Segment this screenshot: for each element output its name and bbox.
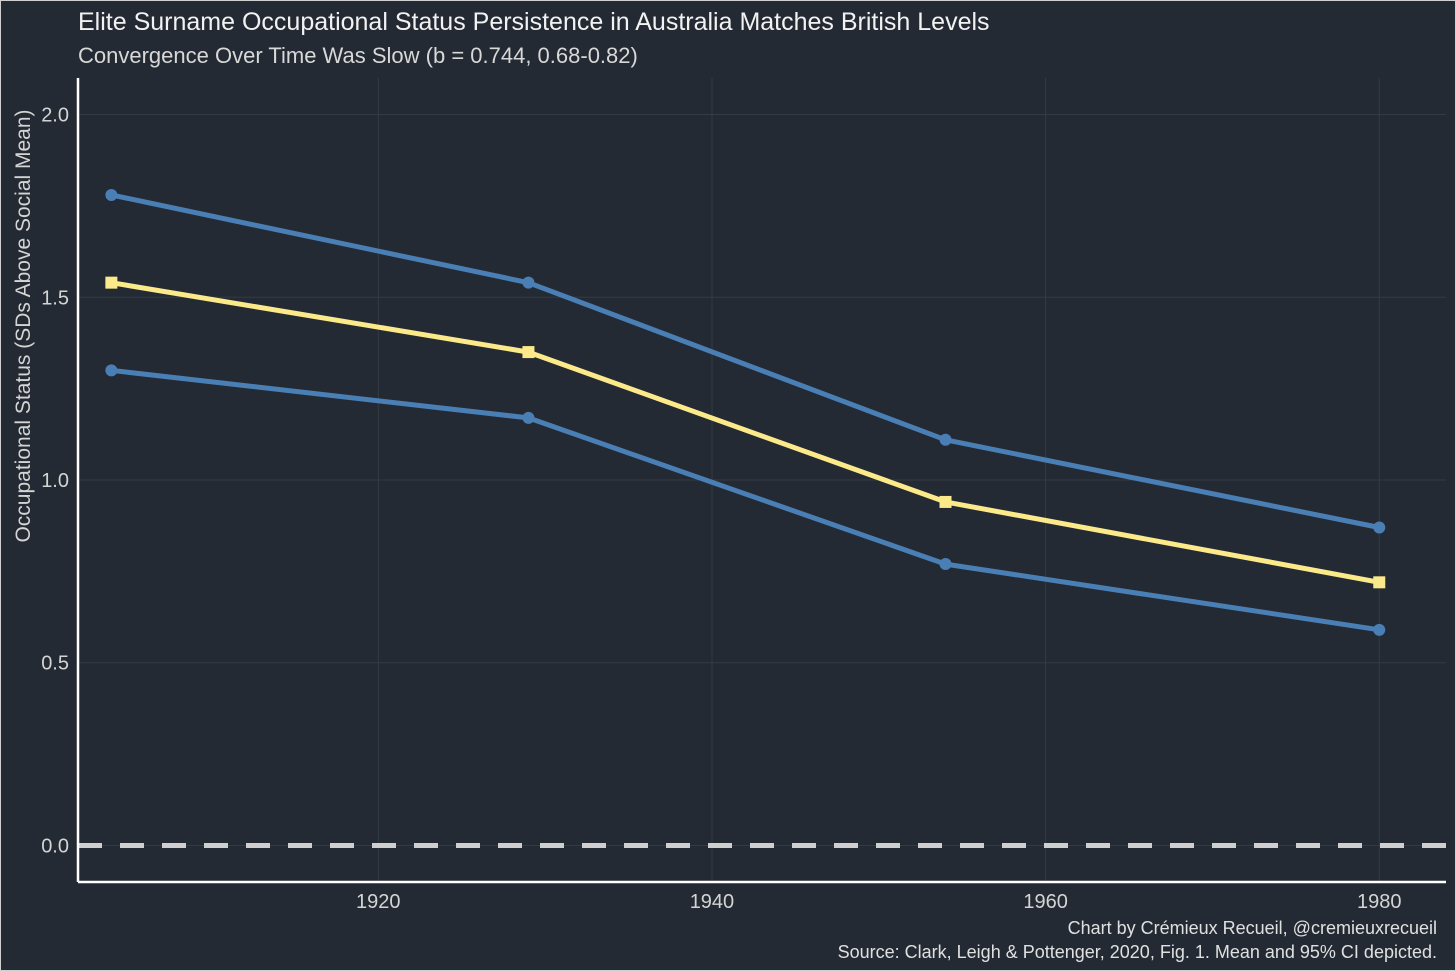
caption-source: Source: Clark, Leigh & Pottenger, 2020, … xyxy=(838,942,1437,962)
chart-subtitle: Convergence Over Time Was Slow (b = 0.74… xyxy=(78,43,638,68)
x-tick-label: 1960 xyxy=(1023,891,1068,913)
data-point-lower-95-ci xyxy=(105,364,118,377)
x-tick-label: 1920 xyxy=(356,891,401,913)
y-tick-label: 1.5 xyxy=(41,287,69,309)
data-point-lower-95-ci xyxy=(522,411,535,424)
y-tick-label: 2.0 xyxy=(41,105,69,127)
y-axis-label: Occupational Status (SDs Above Social Me… xyxy=(12,109,35,542)
series-line-lower-95-ci xyxy=(111,367,1380,633)
y-tick-label: 0.0 xyxy=(41,835,69,857)
grid xyxy=(78,78,1446,882)
data-point-upper-95-ci xyxy=(105,188,118,201)
caption-credit: Chart by Crémieux Recueil, @cremieuxrecu… xyxy=(1068,918,1437,938)
series-line-mean xyxy=(110,280,1380,585)
data-point-mean xyxy=(1373,576,1386,589)
data-point-upper-95-ci xyxy=(522,276,535,289)
chart-title: Elite Surname Occupational Status Persis… xyxy=(78,8,990,36)
data-point-mean xyxy=(105,276,118,289)
tick-labels: 0.0 0.5 1.0 1.5 2.0 1920 1940 1960 1980 xyxy=(41,105,1401,913)
y-tick-label: 0.5 xyxy=(41,653,69,675)
data-point-upper-95-ci xyxy=(1373,521,1386,534)
data-point-mean xyxy=(939,495,952,508)
data-point-lower-95-ci xyxy=(939,558,952,571)
axes xyxy=(76,78,1446,884)
y-tick-label: 1.0 xyxy=(41,470,69,492)
series-group xyxy=(105,188,1386,636)
data-point-mean xyxy=(522,346,535,359)
data-point-lower-95-ci xyxy=(1373,623,1386,636)
data-point-upper-95-ci xyxy=(939,433,952,446)
x-tick-label: 1940 xyxy=(690,891,735,913)
x-tick-label: 1980 xyxy=(1357,891,1402,913)
series-line-upper-95-ci xyxy=(110,192,1380,530)
